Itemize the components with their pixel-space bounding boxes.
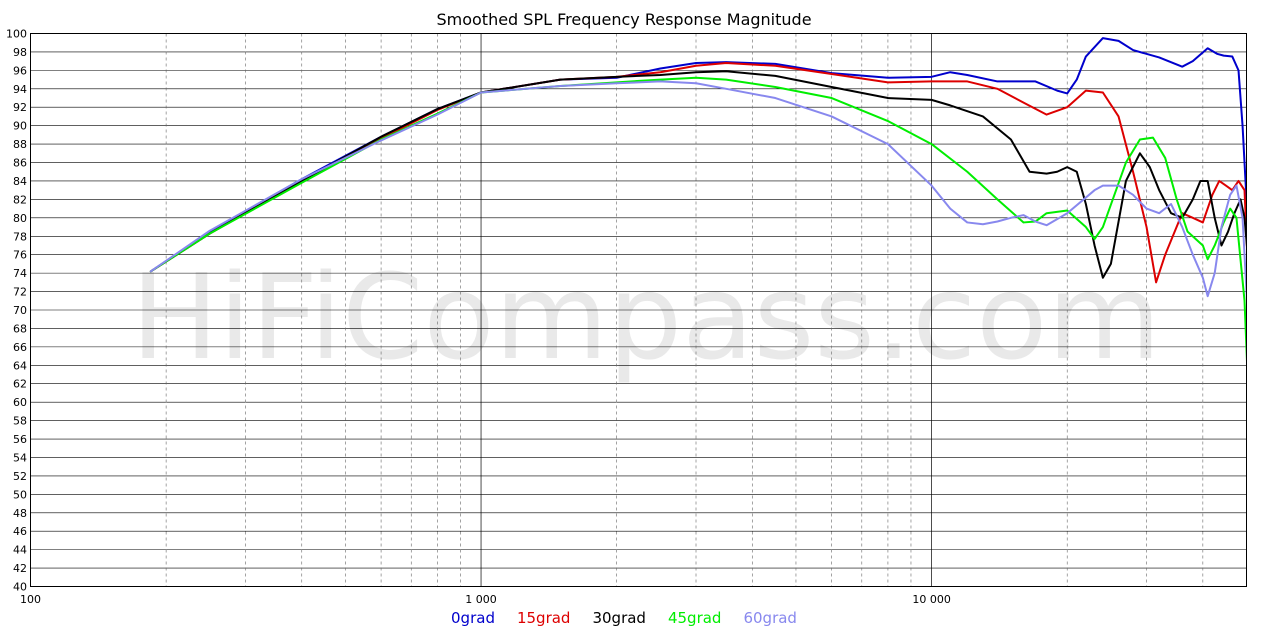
y-tick-label: 56 [13,433,27,446]
y-tick-label: 62 [13,378,27,391]
y-tick-label: 80 [13,212,27,225]
x-tick-label: 1 000 [465,593,497,606]
watermark: HiFiCompass.com [131,248,1161,386]
y-tick-label: 46 [13,525,27,538]
y-tick-label: 68 [13,322,27,335]
legend-entry-45grad: 45grad [668,609,722,627]
x-tick-label: 10 000 [912,593,951,606]
y-tick-label: 64 [13,359,27,372]
chart-title: Smoothed SPL Frequency Response Magnitud… [436,10,811,29]
y-tick-label: 40 [13,581,27,594]
y-tick-label: 66 [13,341,27,354]
y-tick-label: 54 [13,451,27,464]
y-tick-label: 52 [13,470,27,483]
series-layer [149,37,1247,375]
y-tick-label: 70 [13,304,27,317]
plot-border [30,33,1247,587]
y-tick-label: 94 [13,83,27,96]
legend-entry-30grad: 30grad [592,609,646,627]
y-tick-label: 58 [13,415,27,428]
y-tick-label: 42 [13,562,27,575]
grid [30,33,1247,587]
y-tick-label: 78 [13,230,27,243]
y-tick-label: 48 [13,507,27,520]
y-tick-label: 84 [13,175,27,188]
legend-entry-0grad: 0grad [451,609,495,627]
y-tick-label: 90 [13,120,27,133]
y-tick-label: 60 [13,396,27,409]
y-tick-label: 72 [13,286,27,299]
legend-entry-15grad: 15grad [517,609,571,627]
y-tick-label: 50 [13,488,27,501]
legend: 0grad 15grad 30grad 45grad 60grad [451,609,797,627]
y-axis-tick-labels: 40 42 44 46 48 50 52 54 56 58 60 62 64 66 68 70 72 74 76 78… [6,28,27,594]
y-tick-label: 76 [13,249,27,262]
y-tick-label: 92 [13,101,27,114]
y-tick-label: 74 [13,267,27,280]
x-tick-label: 100 [20,593,41,606]
y-tick-label: 44 [13,544,27,557]
y-tick-label: 96 [13,64,27,77]
x-axis-tick-labels: 100 1 000 10 000 [20,593,951,606]
y-tick-label: 86 [13,157,27,170]
y-tick-label: 98 [13,46,27,59]
series-line-30grad [149,70,1247,279]
series-line-60grad [149,80,1247,311]
y-tick-label: 100 [6,28,27,41]
y-tick-label: 82 [13,193,27,206]
legend-entry-60grad: 60grad [743,609,797,627]
y-tick-label: 88 [13,138,27,151]
